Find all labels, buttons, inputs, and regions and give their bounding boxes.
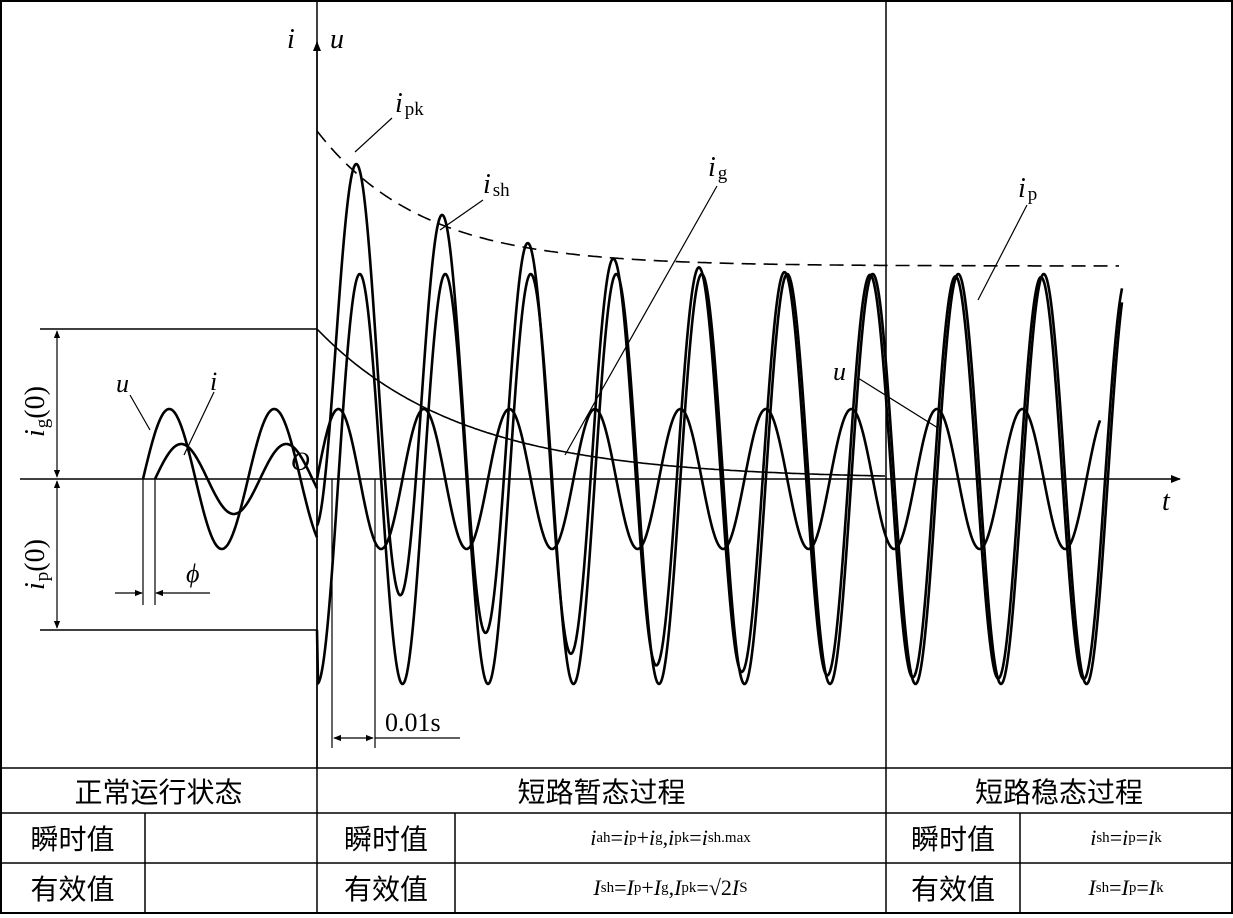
ip-leader — [977, 204, 1028, 301]
ipk-leader — [354, 117, 393, 153]
axis-label-i: i — [287, 24, 295, 55]
peak-envelope — [316, 130, 1119, 267]
origin-label: O — [291, 447, 310, 476]
row-label-rms-normal: 有效值 — [30, 873, 115, 906]
pre-fault-voltage-u — [141, 407, 319, 551]
label-ip0: ip(0) — [20, 539, 53, 590]
row-label-rms-steady: 有效值 — [910, 873, 995, 906]
label-u-left: u — [116, 369, 129, 398]
transient-instant-formula: i ah = i p + i g, i pk = i sh.max — [590, 825, 751, 850]
waveform-curves — [141, 130, 1124, 686]
label-phi: ϕ — [186, 559, 199, 588]
label-ish: i sh — [483, 169, 510, 201]
row-label-rms-transient: 有效值 — [343, 873, 428, 906]
aperiodic-component-ig — [316, 328, 885, 477]
post-fault-voltage-u — [315, 407, 1102, 551]
label-ig0: ig(0) — [20, 386, 53, 437]
normal-rms-value — [145, 863, 317, 913]
label-ipk: i pk — [395, 88, 424, 120]
axis-label-t: t — [1162, 486, 1171, 517]
pre-fault-current-i — [153, 442, 319, 516]
normal-instant-value — [145, 813, 317, 863]
total-current-ish — [315, 162, 1124, 681]
section-short-circuit-steady: 短路稳态过程 — [974, 775, 1143, 809]
row-label-instant-transient: 瞬时值 — [343, 823, 428, 856]
periodic-component-ip — [315, 272, 1124, 686]
section-normal-operation: 正常运行状态 — [74, 775, 243, 809]
label-u-right: u — [833, 357, 846, 386]
axis-label-u: u — [330, 24, 344, 55]
ig-leader — [564, 185, 718, 456]
row-label-instant-normal: 瞬时值 — [30, 823, 115, 856]
section-short-circuit-transient: 短路暂态过程 — [517, 775, 686, 809]
label-i-left: i — [210, 367, 217, 396]
row-label-instant-steady: 瞬时值 — [910, 823, 995, 856]
ish-leader — [439, 199, 484, 231]
u-right-leader — [857, 377, 939, 429]
i-left-leader — [183, 391, 215, 456]
label-interval: 0.01s — [385, 708, 441, 737]
u-left-leader — [129, 394, 151, 431]
